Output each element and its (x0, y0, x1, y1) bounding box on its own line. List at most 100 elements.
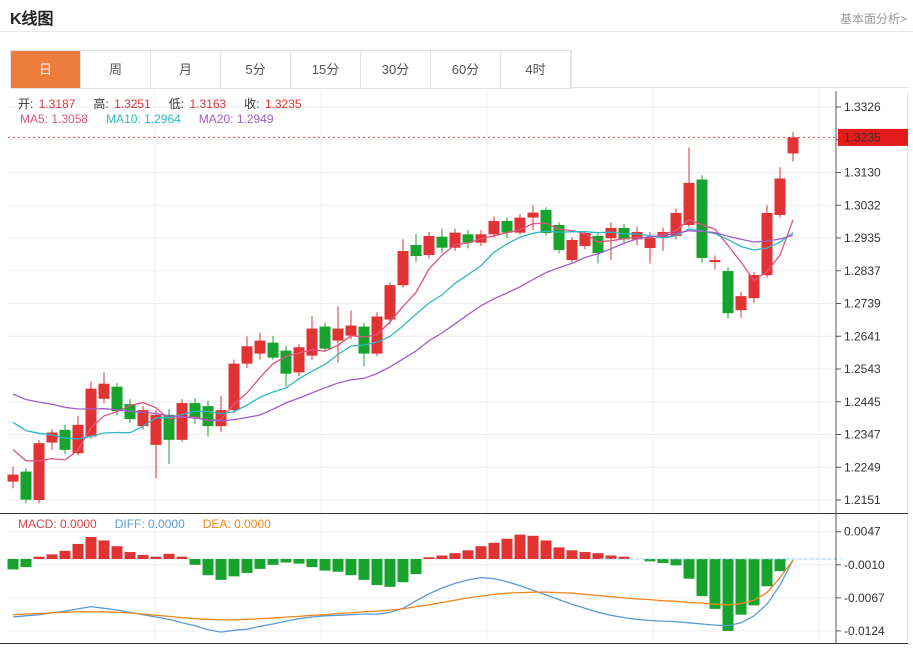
price-tick-label: 1.2347 (844, 428, 881, 442)
macd-bar-down (371, 559, 383, 586)
candle-body (670, 212, 682, 236)
fundamental-analysis-link[interactable]: 基本面分析> (839, 12, 907, 26)
macd-chart-canvas[interactable]: 0.0047 -0.0010 -0.0067 -0.0124 (0, 513, 913, 648)
macd-bar-down (410, 559, 422, 575)
macd-bar-down (254, 559, 266, 569)
candle-body (423, 235, 435, 256)
candle-body (449, 232, 461, 248)
macd-bar-down (670, 559, 682, 566)
macd-tick-label: -0.0010 (844, 558, 885, 572)
macd-bar-up (475, 546, 487, 559)
price-tick-label: 1.3130 (844, 166, 881, 180)
macd-readout: MACD: 0.0000 DIFF: 0.0000 DEA: 0.0000 (18, 517, 289, 531)
macd-bar-up (423, 557, 435, 559)
macd-bar-up (98, 540, 110, 559)
candle-body (384, 285, 396, 320)
ohlc-readout: 开: 1.3187 高: 1.3251 低: 1.3163 收: 1.3235 (18, 95, 320, 112)
macd-bar-up (579, 552, 591, 559)
macd-bar-down (332, 559, 344, 572)
macd-bar-down (202, 559, 214, 576)
macd-bar-up (33, 556, 45, 559)
macd-bar-down (228, 559, 240, 577)
macd-bar-up (137, 554, 149, 559)
macd-bar-down (358, 559, 370, 580)
macd-bar-down (280, 559, 292, 563)
macd-bar-down (397, 559, 409, 583)
panel-right-border (907, 91, 908, 643)
tab-timeframe-1[interactable]: 周 (81, 51, 151, 88)
macd-bar-down (7, 559, 19, 570)
candle-body (267, 342, 279, 358)
macd-bar-down (293, 559, 305, 564)
macd-bar-up (501, 538, 513, 559)
candle-body (514, 217, 526, 233)
price-tick-label: 1.2151 (844, 493, 881, 507)
candle-body (163, 414, 175, 440)
macd-bar-up (163, 553, 175, 559)
page-title: K线图 (10, 11, 54, 28)
candle-body (527, 212, 539, 218)
price-tick-label: 1.3326 (844, 100, 881, 114)
kline-chart-canvas[interactable]: 1.3326 1.3130 1.3032 1.2935 1.2837 1.2739 1.26… (0, 91, 913, 513)
tab-timeframe-7[interactable]: 4时 (501, 51, 571, 88)
candle-body (358, 326, 370, 354)
candle-body (46, 432, 58, 443)
candle-body (215, 410, 227, 427)
candle-body (20, 471, 32, 500)
candle-body (722, 271, 734, 314)
ma-readout: MA5: 1.3058 MA10: 1.2964 MA20: 1.2949 (20, 112, 292, 126)
price-tick-label: 1.2739 (844, 297, 881, 311)
macd-bar-up (618, 556, 630, 559)
macd-bar-up (436, 555, 448, 559)
tab-timeframe-6[interactable]: 60分 (431, 51, 501, 88)
candle-body (787, 137, 799, 154)
candle-body (176, 403, 188, 440)
candle-body (748, 275, 760, 299)
ma20-line (12, 230, 794, 422)
macd-bar-down (319, 559, 331, 571)
tab-timeframe-4[interactable]: 15分 (291, 51, 361, 88)
candle-body (488, 220, 500, 235)
candle-body (761, 212, 773, 276)
header-divider (0, 31, 913, 32)
macd-bar-down (384, 559, 396, 587)
ma5-line (12, 218, 794, 462)
macd-tick-label: -0.0124 (844, 624, 885, 638)
price-tick-label: 1.2641 (844, 329, 881, 343)
candle-body (436, 236, 448, 248)
macd-bar-down (735, 559, 747, 615)
candles-layer (7, 132, 799, 504)
macd-bar-up (176, 556, 188, 559)
candle-body (462, 234, 474, 243)
tab-timeframe-0[interactable]: 日 (11, 51, 81, 88)
macd-bar-down (267, 559, 279, 565)
candle-body (202, 406, 214, 427)
macd-bar-up (150, 556, 162, 559)
candle-body (709, 260, 721, 263)
macd-bar-up (566, 550, 578, 559)
candle-body (241, 346, 253, 364)
candle-body (410, 245, 422, 257)
tab-timeframe-2[interactable]: 月 (151, 51, 221, 88)
macd-axis: 0.0047 -0.0010 -0.0067 -0.0124 (0, 513, 908, 644)
current-price-label-bg (838, 128, 908, 146)
macd-bar-up (449, 553, 461, 559)
macd-histogram (7, 534, 786, 631)
macd-tick-label: 0.0047 (844, 525, 881, 539)
macd-row-item-1: DIFF: 0.0000 (114, 517, 185, 531)
ma-row-item-0: MA5: 1.3058 (20, 112, 89, 126)
macd-bar-up (59, 550, 71, 559)
price-tick-label: 1.2935 (844, 231, 881, 245)
macd-bar-up (85, 536, 97, 559)
candle-body (540, 209, 552, 233)
candle-body (605, 227, 617, 239)
tab-timeframe-3[interactable]: 5分 (221, 51, 291, 88)
candle-body (319, 326, 331, 349)
candle-body (228, 363, 240, 411)
candle-body (397, 251, 409, 286)
candle-body (631, 231, 643, 240)
macd-bar-down (345, 559, 357, 576)
macd-row-item-2: DEA: 0.0000 (202, 517, 271, 531)
macd-bar-down (644, 559, 656, 562)
tab-timeframe-5[interactable]: 30分 (361, 51, 431, 88)
